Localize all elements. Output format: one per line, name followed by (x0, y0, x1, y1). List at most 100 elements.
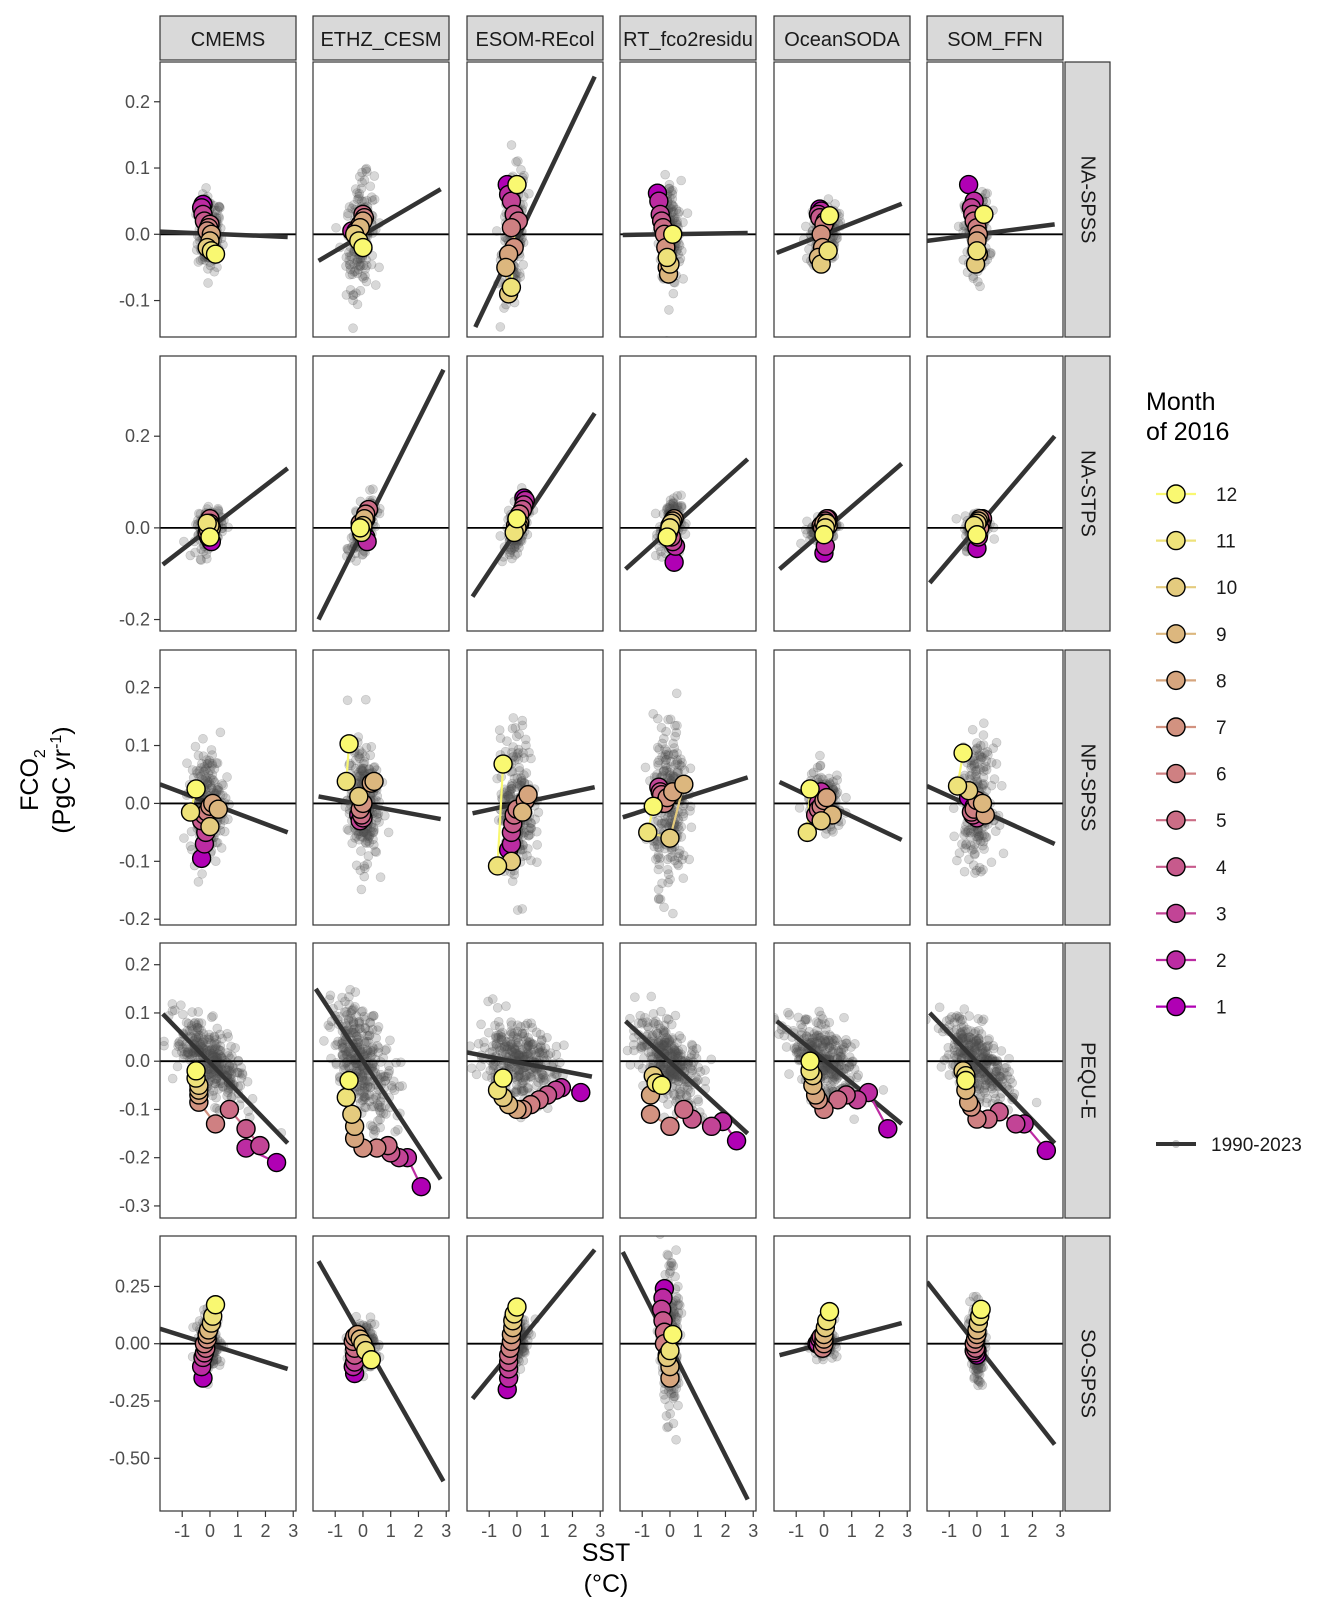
background-point (192, 768, 203, 779)
background-point (375, 872, 386, 883)
background-point (687, 1045, 698, 1056)
background-point (658, 733, 669, 744)
background-point (975, 740, 986, 751)
regression-line (473, 75, 597, 329)
panel-background (927, 62, 1063, 337)
background-point (668, 771, 679, 781)
background-point (204, 755, 215, 766)
background-point (979, 830, 990, 840)
background-point (667, 189, 678, 199)
month-point (200, 816, 220, 837)
background-point (507, 1028, 517, 1038)
background-point (355, 260, 366, 271)
month-point (660, 828, 680, 848)
background-point (499, 1043, 510, 1053)
background-point (357, 763, 368, 774)
background-point (360, 1023, 370, 1034)
background-point (207, 750, 218, 760)
panel-content (927, 718, 1063, 878)
background-point (359, 273, 369, 284)
background-point (664, 305, 674, 315)
background-point (205, 773, 215, 784)
background-point (368, 1094, 379, 1105)
background-point (360, 694, 371, 705)
background-point (341, 261, 351, 271)
background-point (354, 191, 364, 202)
background-point (657, 818, 667, 829)
background-point (668, 771, 678, 782)
background-point (222, 1065, 232, 1075)
background-point (974, 862, 985, 873)
background-point (663, 1014, 674, 1025)
background-point (802, 528, 812, 539)
background-point (970, 766, 981, 776)
background-point (204, 1034, 214, 1045)
background-point (215, 1029, 225, 1040)
facet-panel (159, 61, 297, 338)
background-point (212, 205, 223, 216)
background-point (828, 827, 838, 837)
background-point (970, 839, 980, 850)
background-point (509, 773, 520, 784)
background-point (975, 836, 986, 846)
background-point (518, 260, 529, 270)
regression-line (316, 368, 446, 621)
background-point (517, 1028, 527, 1039)
background-point (966, 763, 976, 773)
background-point (352, 1063, 362, 1074)
background-point (182, 1050, 192, 1060)
background-point (183, 1047, 193, 1058)
background-point (654, 893, 664, 904)
month-point (674, 774, 694, 795)
background-point (360, 164, 371, 175)
background-point (972, 765, 982, 775)
background-point (355, 1086, 366, 1096)
background-point (512, 778, 523, 788)
background-point (376, 1072, 386, 1083)
background-point (654, 744, 665, 754)
background-point (669, 1045, 680, 1056)
background-point (662, 763, 672, 773)
background-point (978, 772, 989, 783)
background-point (242, 1076, 253, 1087)
background-point (348, 295, 358, 306)
background-point (218, 780, 229, 791)
background-point (518, 1031, 528, 1042)
background-point (374, 262, 384, 273)
background-point (219, 826, 230, 837)
facet-panel (312, 61, 450, 338)
background-point (357, 167, 367, 178)
background-point (686, 822, 697, 833)
background-point (494, 1022, 505, 1032)
facet-panel (312, 649, 450, 926)
background-point (661, 754, 671, 765)
background-point (201, 755, 212, 765)
background-point (960, 511, 971, 521)
background-point (209, 1032, 220, 1043)
background-point (357, 177, 367, 188)
background-point (214, 202, 224, 212)
background-point (518, 1075, 528, 1086)
background-point (363, 830, 373, 840)
background-point (360, 1092, 371, 1103)
background-point (353, 264, 364, 275)
background-point (354, 1033, 364, 1043)
background-point (368, 1044, 379, 1054)
background-point (535, 1042, 546, 1053)
month-point (817, 787, 837, 808)
background-point (354, 171, 365, 182)
background-point (524, 1036, 535, 1047)
background-point (207, 758, 217, 769)
background-point (676, 501, 687, 511)
background-point (510, 1037, 521, 1048)
background-point (526, 1071, 537, 1081)
background-point (384, 1061, 394, 1071)
background-point (514, 1065, 525, 1076)
background-point (207, 1048, 217, 1059)
background-point (972, 758, 982, 769)
background-point (525, 1037, 536, 1048)
background-point (364, 1026, 374, 1036)
background-point (467, 1041, 475, 1051)
background-point (375, 1114, 385, 1125)
background-point (381, 1109, 391, 1119)
